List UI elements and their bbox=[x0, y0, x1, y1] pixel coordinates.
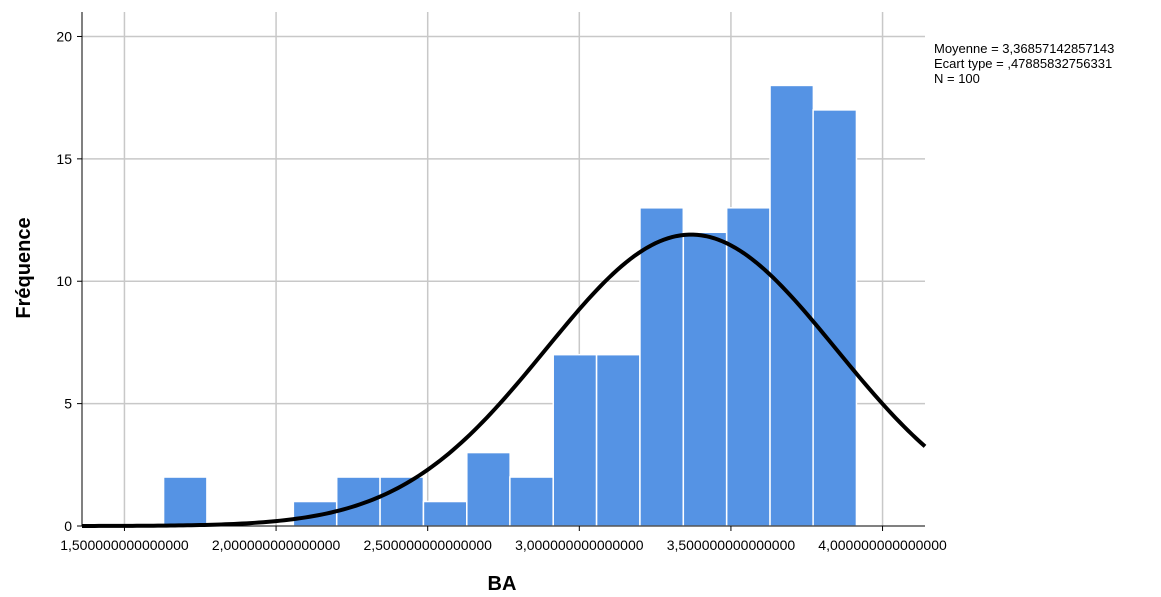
y-tick-label-1: 5 bbox=[64, 396, 72, 412]
x-tick-label-5: 4,000000000000000 bbox=[818, 537, 947, 553]
histogram-bar-11 bbox=[639, 207, 685, 527]
x-tick-label-4: 3,500000000000000 bbox=[667, 537, 796, 553]
y-axis-title: Fréquence bbox=[13, 217, 35, 318]
histogram-bar-10 bbox=[595, 353, 641, 527]
x-tick-labels: 1,500000000000000 2,000000000000000 2,5000… bbox=[60, 526, 947, 553]
y-tick-label-0: 0 bbox=[64, 518, 72, 534]
x-tick-label-3: 3,000000000000000 bbox=[515, 537, 644, 553]
y-tick-labels: 0 5 10 15 20 bbox=[56, 28, 82, 534]
stats-sd: Ecart type = ,47885832756331 bbox=[934, 56, 1112, 71]
histogram-bar-14 bbox=[769, 84, 815, 527]
histogram-bar-8 bbox=[509, 476, 554, 527]
y-tick-label-2: 10 bbox=[56, 273, 72, 289]
x-tick-label-1: 2,000000000000000 bbox=[212, 537, 341, 553]
histogram-bar-0 bbox=[162, 476, 208, 527]
y-tick-label-4: 20 bbox=[56, 28, 72, 44]
histogram-bar-6 bbox=[422, 500, 468, 527]
statistics-box: Moyenne = 3,36857142857143 Ecart type = … bbox=[934, 41, 1114, 86]
histogram-bar-9 bbox=[552, 353, 598, 527]
histogram-bar-7 bbox=[466, 451, 511, 527]
stats-n: N = 100 bbox=[934, 71, 980, 86]
stats-mean: Moyenne = 3,36857142857143 bbox=[934, 41, 1114, 56]
histogram-bar-12 bbox=[682, 231, 728, 527]
normal-curve bbox=[81, 232, 927, 528]
y-tick-label-3: 15 bbox=[56, 151, 72, 167]
x-tick-label-0: 1,500000000000000 bbox=[60, 537, 189, 553]
histogram-bar-4 bbox=[335, 476, 381, 527]
histogram-bar-15 bbox=[812, 109, 858, 527]
x-tick-label-2: 2,500000000000000 bbox=[363, 537, 492, 553]
histogram-bars bbox=[162, 84, 858, 527]
x-axis-title: BA bbox=[488, 573, 517, 595]
axes bbox=[81, 12, 925, 527]
